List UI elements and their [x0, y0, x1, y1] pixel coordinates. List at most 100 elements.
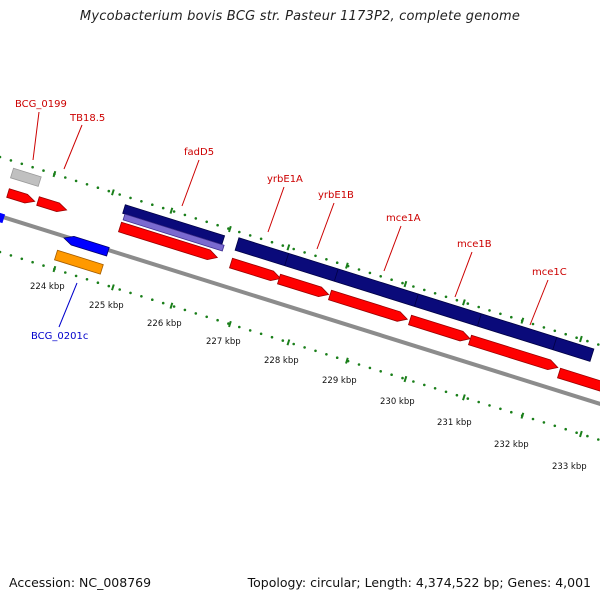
tick-dot: [390, 278, 393, 282]
tick-label: 230 kbp: [380, 397, 415, 407]
major-tick: [579, 335, 583, 343]
callout-line: [32, 111, 40, 161]
tick-dot: [42, 264, 45, 267]
tick-dot: [292, 247, 296, 251]
cds-divider: [477, 313, 482, 327]
tick-dot: [194, 312, 198, 315]
major-tick: [228, 320, 232, 328]
tick-dot: [433, 387, 437, 390]
tick-dot: [510, 410, 513, 414]
accession-text: Accession: NC_008769: [9, 575, 152, 590]
tick-label: 226 kbp: [147, 319, 182, 329]
tick-dot: [499, 312, 502, 316]
tick-dot: [96, 186, 100, 189]
tick-dot: [423, 288, 426, 292]
tick-dot: [172, 210, 176, 213]
callout-line: [383, 225, 402, 272]
tick-dot: [20, 162, 24, 166]
tick-dot: [335, 261, 339, 265]
tick-dot: [553, 424, 557, 428]
callout-line: [316, 202, 335, 250]
gene-yrbe1a-arrow: [228, 257, 282, 282]
gene-fadd5-arrow: [117, 221, 219, 261]
tick-dot: [172, 305, 176, 308]
tick-dot: [477, 305, 481, 309]
tick-dot: [9, 159, 13, 162]
tick-dot: [314, 349, 317, 353]
major-tick: [579, 430, 583, 438]
gene-bcg-0201c-block: [53, 249, 104, 275]
callout-line: [454, 251, 473, 298]
tick-dot: [205, 315, 208, 319]
tick-dot: [151, 298, 154, 302]
tick-dot: [368, 366, 372, 370]
tick-dot: [9, 254, 13, 257]
major-tick: [462, 299, 466, 306]
major-tick: [286, 244, 291, 251]
major-tick: [345, 357, 349, 364]
tick-dot: [444, 390, 448, 394]
tick-dot: [531, 322, 535, 326]
tick-dot: [553, 329, 557, 333]
tick-dot: [325, 353, 328, 356]
gene-label-bcg-0201c: BCG_0201c: [31, 331, 88, 342]
gene-bcg-0199-arrow: [6, 188, 36, 204]
major-tick: [169, 207, 174, 214]
gene-yrbe1b-arrow: [276, 273, 330, 298]
tick-dot: [412, 285, 415, 288]
gene-features: [0, 167, 600, 392]
tick-dot: [64, 176, 67, 179]
tick-dot: [564, 332, 567, 336]
tick-dot: [0, 250, 2, 254]
tick-dot: [194, 217, 198, 220]
major-tick: [52, 265, 57, 273]
callout-line: [529, 279, 549, 326]
tick-dot: [20, 257, 24, 261]
tick-dot: [129, 196, 132, 200]
tick-dot: [542, 326, 546, 329]
tick-dot: [564, 427, 567, 431]
tick-dot: [0, 155, 2, 159]
tick-dot: [466, 302, 470, 305]
cds-divider: [284, 253, 289, 266]
tick-label: 233 kbp: [552, 462, 587, 472]
tick-dot: [74, 179, 78, 183]
major-tick: [286, 339, 291, 346]
tick-dot: [575, 336, 578, 340]
gene-callout-lines: [32, 111, 549, 328]
tick-dot: [597, 438, 600, 441]
tick-dot: [238, 230, 241, 234]
gene-bcg-0199-block: [9, 167, 42, 187]
tick-dot: [129, 291, 132, 295]
tick-dot: [183, 308, 187, 312]
tick-dot: [85, 278, 89, 281]
cds-yrbe1-mce1-band: [234, 237, 595, 362]
tick-dot: [31, 165, 34, 169]
tick-dot: [31, 260, 34, 264]
tick-dot: [586, 434, 589, 438]
gene-label-mce1c: mce1C: [532, 267, 567, 278]
gene-mce1c-arrow: [467, 334, 559, 371]
major-tick: [111, 284, 115, 291]
cds-divider: [414, 293, 419, 307]
major-tick: [52, 170, 57, 178]
tick-dot: [423, 383, 426, 387]
tick-dot: [161, 301, 165, 305]
tick-dot: [281, 244, 285, 247]
tick-label: 227 kbp: [206, 337, 241, 347]
callout-line: [58, 282, 78, 328]
topology-text: Topology: circular; Length: 4,374,522 bp…: [247, 575, 591, 590]
tick-dot: [314, 254, 317, 258]
gene-label-bcg-0199: BCG_0199: [15, 99, 67, 110]
gene-label-fadd5: fadD5: [184, 147, 214, 158]
major-tick: [228, 225, 232, 233]
callout-line: [267, 186, 285, 233]
major-tick: [169, 302, 174, 309]
tick-dot: [140, 295, 143, 298]
major-tick: [520, 317, 525, 324]
tick-dot: [248, 329, 252, 332]
tick-dot: [379, 275, 383, 278]
tick-dot: [368, 271, 372, 275]
tick-dot: [303, 346, 306, 349]
